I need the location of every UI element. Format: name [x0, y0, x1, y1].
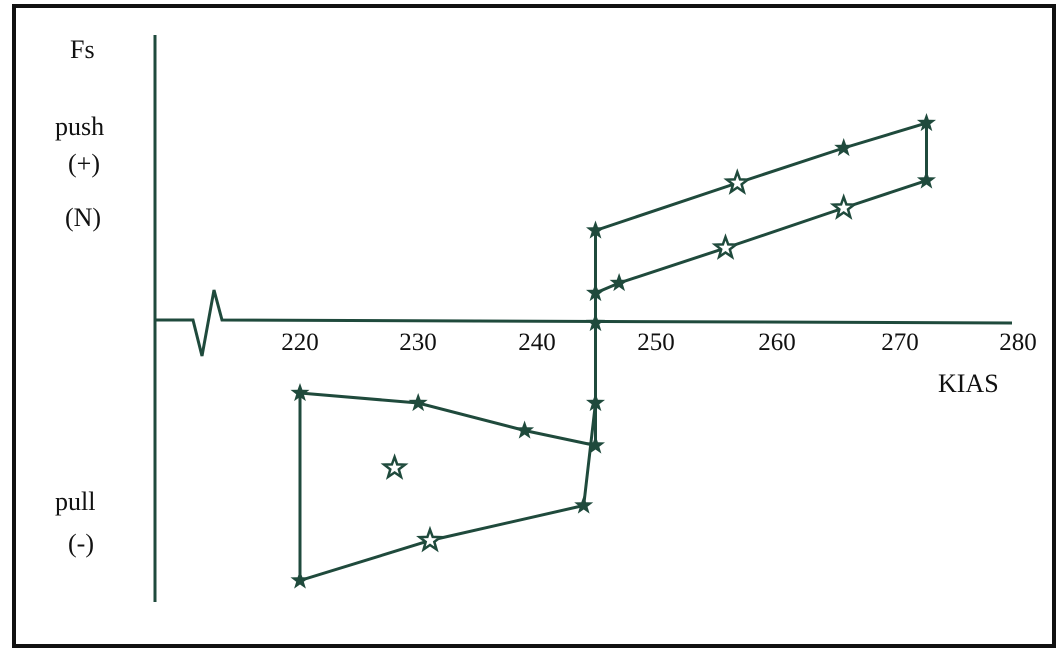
data-point-open-star	[829, 193, 858, 220]
neg-label-pull: pull	[55, 487, 95, 516]
x-tick-label: 220	[281, 329, 319, 356]
data-point-star	[586, 393, 605, 412]
neg-label-minus: (-)	[68, 529, 94, 558]
data-point-star	[586, 313, 605, 332]
data-point-open-star	[380, 453, 409, 480]
data-point-star	[290, 570, 310, 589]
data-point-star	[586, 283, 605, 302]
series-line	[298, 120, 928, 583]
data-point-star	[586, 435, 605, 454]
data-point-open-star	[416, 525, 445, 553]
y-axis-label-fs: Fs	[70, 35, 95, 64]
data-point-star	[290, 383, 310, 402]
x-axis	[155, 289, 1013, 357]
x-tick-label: 250	[637, 329, 675, 356]
data-point-star	[834, 138, 854, 157]
data-point-star	[609, 273, 629, 292]
y-axis-label-plus: (+)	[68, 149, 100, 178]
plot-area	[290, 113, 936, 589]
x-axis-label: KIAS	[938, 369, 999, 398]
x-tick-label: 260	[758, 329, 796, 356]
x-tick-label: 240	[518, 329, 556, 356]
data-point-star	[916, 170, 936, 189]
x-tick-label: 280	[999, 329, 1037, 356]
data-point-open-star	[723, 168, 752, 195]
data-point-star	[408, 393, 428, 412]
data-point-open-star	[711, 233, 740, 260]
chart-border	[12, 4, 1056, 648]
x-tick-label: 270	[881, 329, 919, 356]
axes	[153, 35, 1013, 602]
x-tick-label: 230	[399, 329, 437, 356]
data-point-star	[586, 220, 605, 239]
y-axis-label-group: Fs push (+) (N) pull (-)	[55, 35, 104, 558]
x-tick-labels: 220 230 240 250 260 270 280	[281, 329, 1037, 356]
y-axis-label-push: push	[55, 112, 104, 141]
data-point-star	[916, 113, 936, 132]
y-axis-label-unit: (N)	[65, 203, 101, 232]
data-point-star	[574, 495, 594, 514]
data-point-star	[515, 420, 535, 439]
